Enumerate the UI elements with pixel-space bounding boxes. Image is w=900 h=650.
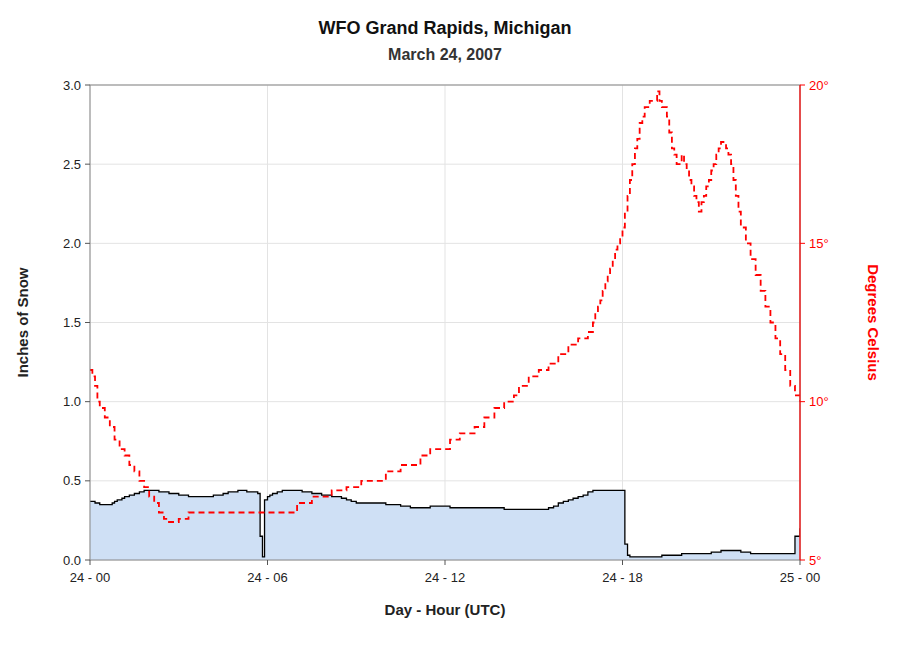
y2-axis: 5° 10° 15° 20° [800,78,829,568]
x-tick-label: 24 - 06 [247,570,287,585]
y-tick-label: 0.0 [63,553,81,568]
grid-line [622,85,623,560]
y-tick [85,560,90,561]
x-tick-label: 24 - 00 [70,570,110,585]
line [90,91,800,522]
subtitle: March 24, 2007 [388,46,502,63]
y-tick-label: 2.0 [63,236,81,251]
y-axis: 0.0 0.5 1.0 1.5 2.0 2.5 3.0 [63,78,90,568]
x-tick [90,560,91,565]
x-tick [267,560,268,565]
x-tick-label: 25 - 00 [780,570,820,585]
y2-tick-label: 10° [809,394,829,409]
y-tick-label: 1.0 [63,394,81,409]
y-tick-label: 3.0 [63,78,81,93]
x-tick [800,560,801,565]
x-axis: 24 - 00 24 - 06 24 - 12 24 - 18 25 - 00 [70,560,820,585]
x-axis-label: Day - Hour (UTC) [385,601,506,618]
y-axis-label: Inches of Snow [14,267,31,377]
series [90,91,800,522]
grid [90,85,800,560]
y-tick-label: 2.5 [63,157,81,172]
area-line [90,490,800,556]
y2-tick-label: 20° [809,78,829,93]
y2-tick [800,243,805,244]
title: WFO Grand Rapids, Michigan [318,18,571,38]
chart-container: 24 - 0024 - 0624 - 1224 - 1825 - 000.00.… [0,0,900,650]
y2-tick-label: 5° [809,553,821,568]
y-tick [85,85,90,86]
plot-background [90,85,800,560]
y2-tick [800,560,805,561]
x-tick [622,560,623,565]
y-tick-label: 0.5 [63,473,81,488]
y-tick [85,322,90,323]
y2-tick-label: 15° [809,236,829,251]
y2-tick [800,85,805,86]
area-fill [90,490,800,560]
y-tick-label: 1.5 [63,315,81,330]
series [90,490,800,560]
y2-tick [800,401,805,402]
grid-line [800,85,801,560]
x-tick-label: 24 - 18 [602,570,642,585]
chart: 24 - 0024 - 0624 - 1224 - 1825 - 000.00.… [0,0,900,650]
x-tick-label: 24 - 12 [425,570,465,585]
y-tick [85,401,90,402]
x-tick [445,560,446,565]
plot-frame [90,85,800,560]
plot-area [90,91,800,560]
y-tick [85,243,90,244]
y2-axis-label: Degrees Celsius [865,264,882,381]
y-tick [85,480,90,481]
y-tick [85,164,90,165]
y2-axis-line [799,85,800,560]
grid-line [445,85,446,560]
grid-line [267,85,268,560]
